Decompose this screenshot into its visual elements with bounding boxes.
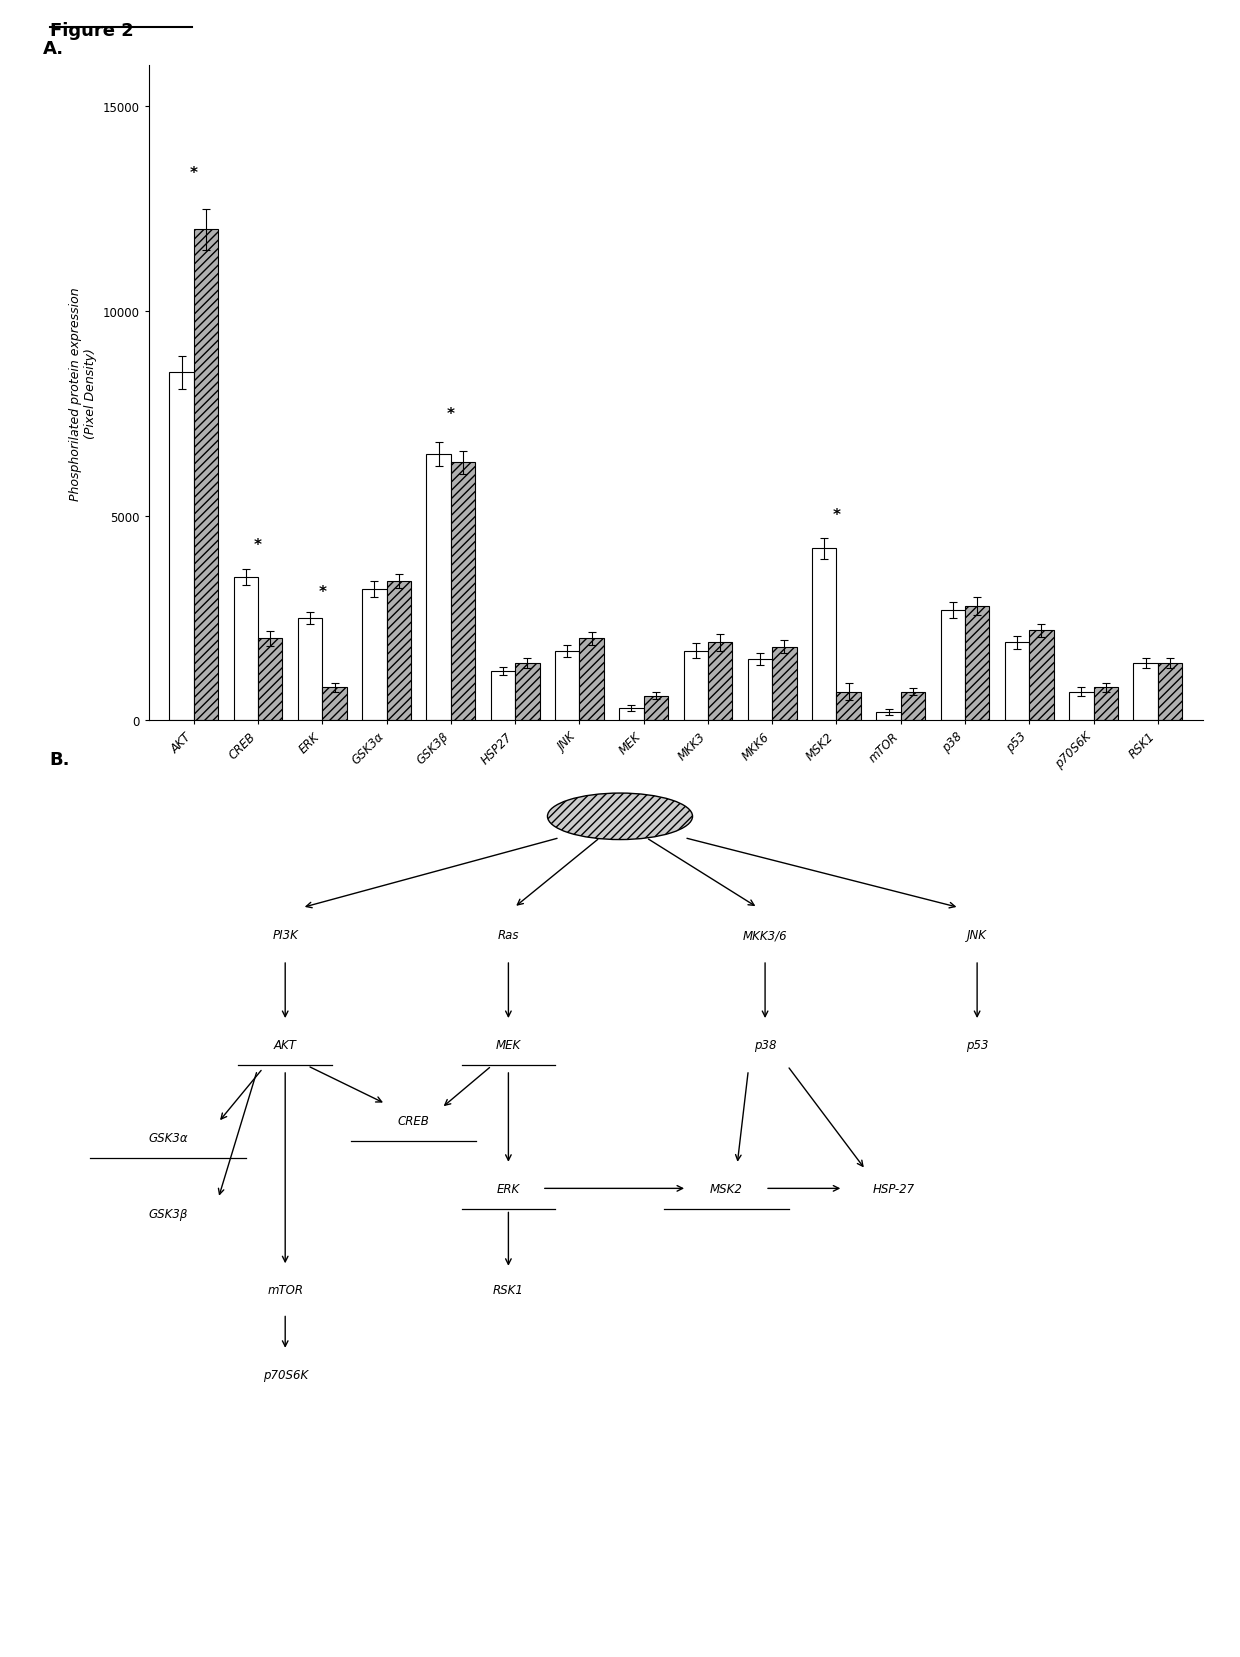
Text: p70S6K: p70S6K xyxy=(263,1369,308,1380)
Bar xyxy=(1004,643,1029,721)
Bar xyxy=(1029,631,1054,721)
Bar xyxy=(644,696,668,721)
Point xyxy=(656,1200,671,1220)
Text: HSP-27: HSP-27 xyxy=(873,1181,914,1195)
Bar xyxy=(773,648,796,721)
Bar xyxy=(170,373,193,721)
Text: mTOR: mTOR xyxy=(267,1284,304,1296)
Point xyxy=(343,1132,358,1152)
Point xyxy=(781,1200,796,1220)
Text: MKK3/6: MKK3/6 xyxy=(743,928,787,941)
Point xyxy=(231,1056,246,1075)
Text: *: * xyxy=(446,408,455,423)
Text: Figure 2: Figure 2 xyxy=(50,22,134,40)
Bar xyxy=(579,640,604,721)
Bar xyxy=(965,606,990,721)
Point xyxy=(325,1056,340,1075)
Text: *: * xyxy=(832,507,841,522)
Text: B.: B. xyxy=(50,751,71,769)
Point xyxy=(548,1200,563,1220)
Point xyxy=(548,1056,563,1075)
Bar xyxy=(298,618,322,721)
Bar xyxy=(619,709,644,721)
Point xyxy=(454,1056,469,1075)
Text: p38: p38 xyxy=(754,1039,776,1052)
Bar xyxy=(193,230,218,721)
Bar xyxy=(362,590,387,721)
Text: PI3K: PI3K xyxy=(273,928,298,941)
Bar xyxy=(1094,688,1118,721)
Point xyxy=(454,1200,469,1220)
Bar xyxy=(1069,693,1094,721)
Text: *: * xyxy=(254,539,262,553)
Text: GSK3α: GSK3α xyxy=(149,1132,187,1145)
Bar xyxy=(258,640,283,721)
Text: CREB: CREB xyxy=(398,1115,429,1127)
Bar xyxy=(837,693,861,721)
Bar xyxy=(491,671,515,721)
Text: MEK: MEK xyxy=(496,1039,521,1052)
Bar xyxy=(427,456,451,721)
Bar xyxy=(515,663,539,721)
Point xyxy=(238,1148,254,1168)
Bar xyxy=(683,651,708,721)
Text: *: * xyxy=(319,585,326,600)
Bar xyxy=(387,582,410,721)
Point xyxy=(469,1132,484,1152)
Bar xyxy=(877,713,900,721)
Bar xyxy=(451,462,475,721)
Point xyxy=(82,1148,97,1168)
Text: Ras: Ras xyxy=(497,928,520,941)
Bar xyxy=(900,693,925,721)
Text: JNK: JNK xyxy=(967,928,987,941)
Text: GSK3β: GSK3β xyxy=(149,1208,187,1221)
Text: *: * xyxy=(190,166,198,181)
Bar xyxy=(708,643,733,721)
Text: p53: p53 xyxy=(966,1039,988,1052)
Text: MSK2: MSK2 xyxy=(709,1181,743,1195)
Bar xyxy=(941,610,965,721)
Bar xyxy=(556,651,579,721)
Bar xyxy=(322,688,347,721)
Text: ERK: ERK xyxy=(497,1181,520,1195)
Y-axis label: Phosphorilated protein expression
(Pixel Density): Phosphorilated protein expression (Pixel… xyxy=(69,287,97,500)
Text: RSK1: RSK1 xyxy=(494,1284,523,1296)
Bar xyxy=(812,548,837,721)
Bar xyxy=(748,659,773,721)
Ellipse shape xyxy=(548,794,692,840)
Text: A.: A. xyxy=(43,40,64,58)
Bar xyxy=(1133,663,1158,721)
Bar xyxy=(1158,663,1182,721)
Bar xyxy=(233,578,258,721)
Text: AKT: AKT xyxy=(274,1039,296,1052)
